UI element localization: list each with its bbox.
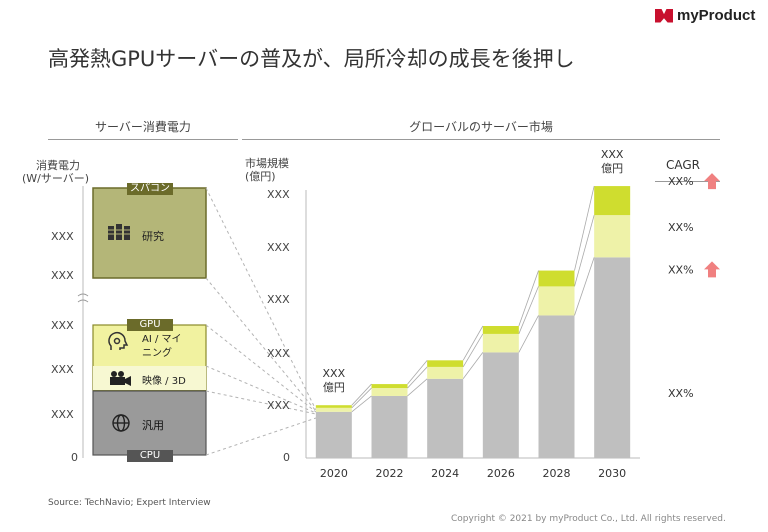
research-label: 研究: [142, 230, 164, 243]
bar-segment-2028-1: [538, 286, 575, 316]
cpu-tag-bg: [127, 450, 173, 462]
globe-icon: [112, 414, 130, 432]
up-arrow-icon: [704, 173, 720, 190]
cagr-value: XX%: [668, 175, 694, 188]
up-arrow-icon: [704, 261, 720, 278]
bar-segment-2020-1: [315, 407, 352, 412]
x-tick-label: 2022: [376, 467, 404, 480]
chart-ytick: XXX: [267, 293, 290, 306]
bar-segment-2020-0: [315, 411, 352, 458]
left-ytick: XXX: [51, 269, 74, 282]
page-title: 高発熱GPUサーバーの普及が、局所冷却の成長を後押し: [48, 47, 575, 71]
bar-segment-2026-1: [482, 333, 519, 353]
gpu-tag-bg: [127, 319, 173, 331]
x-tick-label: 2024: [431, 467, 459, 480]
ai-mining-label: AI / マイ ニング: [142, 334, 182, 359]
series-connector: [462, 333, 484, 368]
bar-segment-2024-0: [427, 378, 464, 458]
brand-logo-icon: [655, 8, 673, 23]
total-annotation-unit: 億円: [323, 381, 345, 394]
bar-segment-2022-0: [371, 395, 408, 458]
gpu-tag: GPU: [139, 319, 161, 330]
left-ytick: XXX: [51, 363, 74, 376]
bar-segment-2024-1: [427, 366, 464, 379]
video-camera-icon: [110, 371, 131, 386]
cagr-title: CAGR: [666, 158, 701, 172]
cagr-value: XX%: [668, 263, 694, 276]
brand-logo: myProduct: [655, 7, 755, 24]
supercomputer-tag-bg: [127, 183, 173, 195]
bar-segment-2030-2: [594, 186, 631, 216]
left-ytick: XXX: [51, 319, 74, 332]
cpu-block: [92, 390, 207, 456]
cagr-value: XX%: [668, 221, 694, 234]
left-ylabel-1: 消費電力: [36, 159, 80, 172]
left-ylabel-2: (W/サーバー): [22, 172, 90, 185]
series-connector: [574, 185, 595, 271]
source-note: Source: TechNavio; Expert Interview: [48, 498, 211, 508]
series-connector: [351, 387, 372, 409]
connector-lines: [205, 187, 317, 456]
total-annotation-unit: 億円: [601, 162, 623, 175]
series-connector: [351, 383, 372, 406]
series-connector: [407, 366, 428, 389]
series-connector: [462, 352, 484, 380]
series-connector: [518, 315, 539, 353]
left-panel-rule: [48, 139, 238, 140]
total-annotation-value: XXX: [601, 148, 624, 161]
left-ytick: XXX: [51, 408, 74, 421]
chart-ylabel: 市場規模 (億円): [245, 157, 289, 183]
right-panel-title: グローバルのサーバー市場: [409, 120, 553, 134]
cagr-value: XX%: [668, 387, 694, 400]
general-label: 汎用: [142, 419, 164, 432]
bar-segment-2026-2: [482, 326, 519, 334]
series-connector: [574, 257, 595, 316]
bar-segment-2020-2: [315, 405, 352, 408]
series-connector: [351, 395, 372, 413]
bar-segment-2028-2: [538, 270, 575, 287]
series-connector: [407, 360, 428, 385]
bar-segment-2028-0: [538, 315, 575, 458]
left-panel-title: サーバー消費電力: [95, 120, 191, 134]
bar-segment-2030-1: [594, 215, 631, 258]
chart-ytick: XXX: [267, 399, 290, 412]
total-annotation-value: XXX: [323, 367, 346, 380]
supercomputer-tag: スパコン: [130, 183, 170, 194]
chart-ytick: 0: [283, 451, 290, 464]
left-ytick: XXX: [51, 230, 74, 243]
bar-segment-2022-2: [371, 384, 408, 389]
cpu-tag: CPU: [139, 450, 161, 461]
cagr-rule: [655, 181, 720, 182]
chart-ytick: XXX: [267, 241, 290, 254]
series-connector: [462, 325, 484, 361]
series-connector: [574, 215, 595, 287]
bar-segment-2026-0: [482, 352, 519, 458]
series-connector: [518, 270, 539, 327]
ai-head-icon: [108, 331, 129, 350]
right-panel-rule: [242, 139, 720, 140]
brand-name: myProduct: [677, 7, 756, 24]
left-ytick: 0: [71, 451, 78, 464]
x-tick-label: 2028: [543, 467, 571, 480]
bar-segment-2030-0: [594, 257, 631, 458]
x-tick-label: 2030: [598, 467, 626, 480]
chart-ytick: XXX: [267, 188, 290, 201]
x-tick-label: 2020: [320, 467, 348, 480]
video-3d-label: 映像 / 3D: [142, 376, 186, 387]
bar-segment-2024-2: [427, 360, 464, 367]
axis-break-mark: [77, 293, 89, 303]
bar-segment-2022-1: [371, 388, 408, 396]
chart-ytick: XXX: [267, 347, 290, 360]
series-connector: [407, 378, 428, 397]
x-tick-label: 2026: [487, 467, 515, 480]
copyright: Copyright © 2021 by myProduct Co., Ltd. …: [451, 514, 726, 524]
series-connector: [518, 286, 539, 335]
server-rack-icon: [108, 224, 130, 240]
